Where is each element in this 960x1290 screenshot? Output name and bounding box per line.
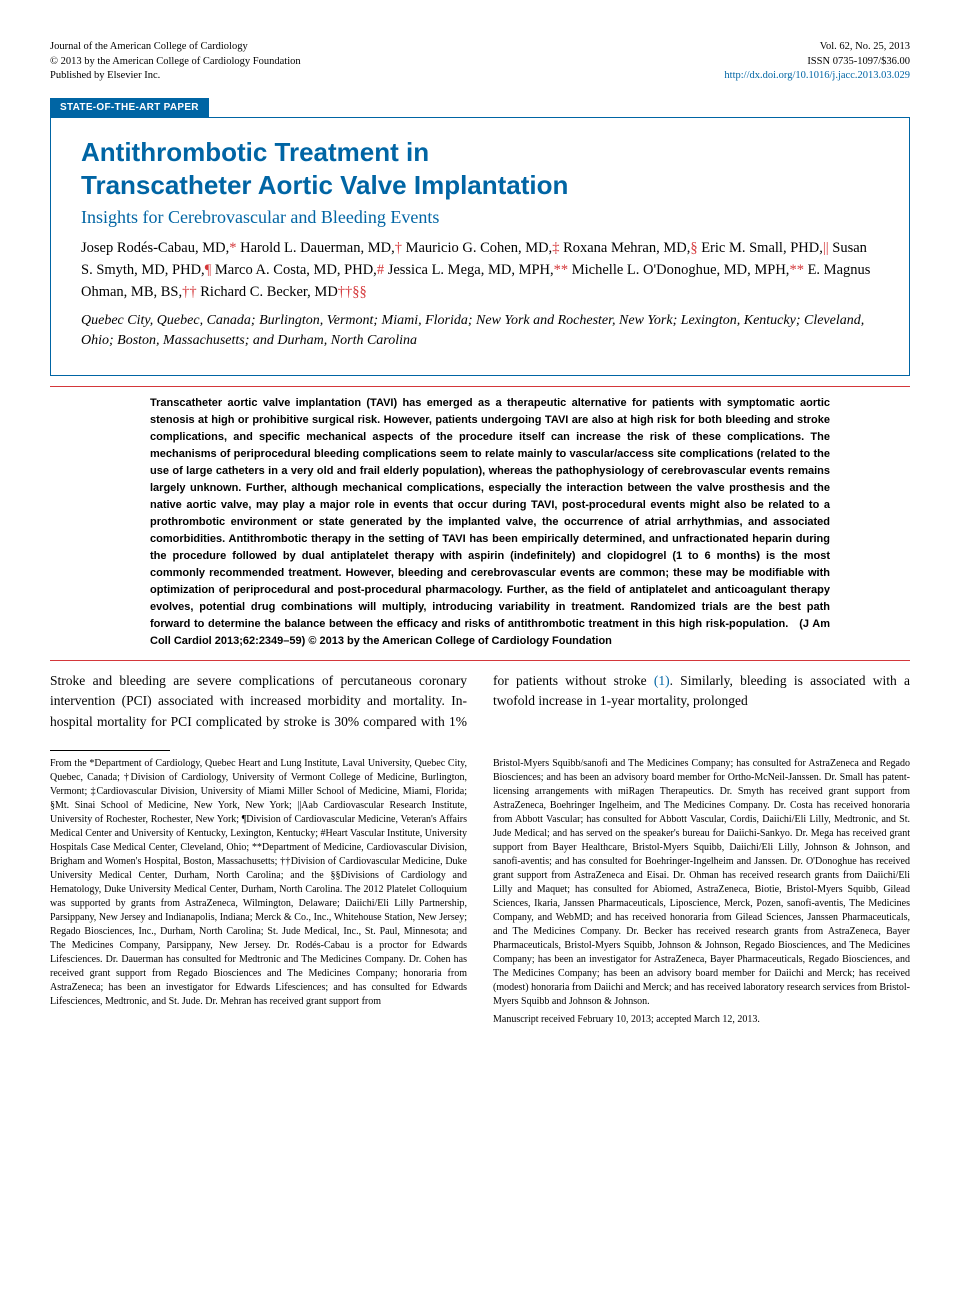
article-title: Antithrombotic Treatment in Transcathete…	[81, 136, 879, 201]
footnote-affiliations-right: Bristol-Myers Squibb/sanofi and The Medi…	[493, 757, 910, 1009]
article-subtitle: Insights for Cerebrovascular and Bleedin…	[81, 207, 879, 228]
footnote-divider	[50, 750, 170, 751]
title-box: Antithrombotic Treatment in Transcathete…	[50, 117, 910, 375]
title-line-2: Transcatheter Aortic Valve Implantation	[81, 170, 568, 200]
page-header: Journal of the American College of Cardi…	[50, 40, 910, 84]
doi-link[interactable]: http://dx.doi.org/10.1016/j.jacc.2013.03…	[724, 69, 910, 84]
body-text: Stroke and bleeding are severe complicat…	[50, 671, 910, 732]
volume-info: Vol. 62, No. 25, 2013	[724, 40, 910, 55]
journal-name: Journal of the American College of Cardi…	[50, 40, 301, 55]
citation-ref-1[interactable]: (1)	[654, 673, 670, 688]
title-line-1: Antithrombotic Treatment in	[81, 137, 429, 167]
abstract-text: Transcatheter aortic valve implantation …	[50, 395, 910, 651]
affiliation-locations: Quebec City, Quebec, Canada; Burlington,…	[81, 311, 879, 350]
footnote-affiliations-left: From the *Department of Cardiology, Queb…	[50, 757, 467, 1009]
header-left: Journal of the American College of Cardi…	[50, 40, 301, 84]
footnotes-block: From the *Department of Cardiology, Queb…	[50, 757, 910, 1027]
divider-bottom	[50, 660, 910, 661]
manuscript-dates: Manuscript received February 10, 2013; a…	[493, 1013, 910, 1027]
divider-top	[50, 386, 910, 387]
author-list: Josep Rodés-Cabau, MD,* Harold L. Dauerm…	[81, 238, 879, 303]
header-right: Vol. 62, No. 25, 2013 ISSN 0735-1097/$36…	[724, 40, 910, 84]
publisher-line: Published by Elsevier Inc.	[50, 69, 301, 84]
article-type-badge: STATE-OF-THE-ART PAPER	[50, 98, 209, 117]
issn-info: ISSN 0735-1097/$36.00	[724, 55, 910, 70]
copyright-line: © 2013 by the American College of Cardio…	[50, 55, 301, 70]
